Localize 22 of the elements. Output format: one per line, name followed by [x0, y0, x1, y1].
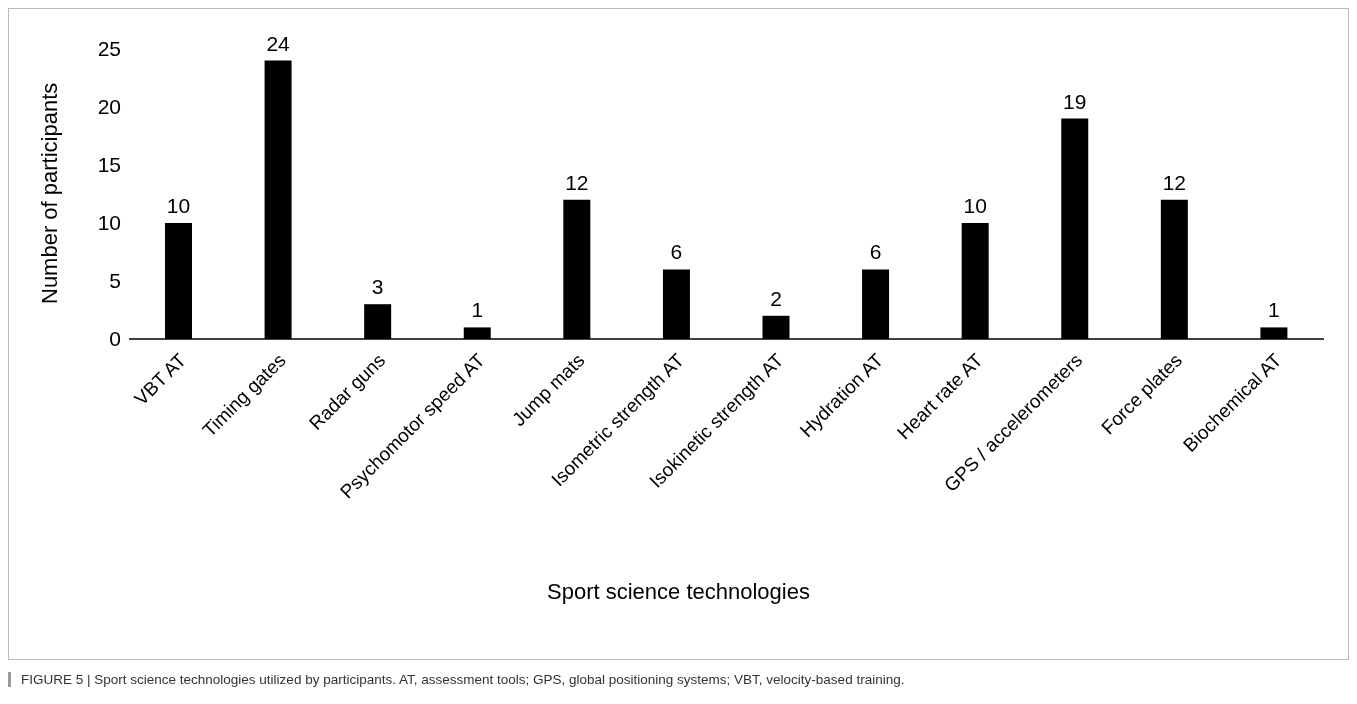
data-label: 6 — [869, 240, 882, 264]
x-tick-label: VBT AT — [130, 349, 191, 410]
data-label: 10 — [166, 194, 191, 217]
data-label: 12 — [565, 170, 589, 194]
data-label: 19 — [1063, 89, 1087, 113]
data-label: 2 — [770, 286, 782, 310]
y-tick-label: 15 — [97, 153, 121, 177]
data-label: 3 — [371, 275, 384, 299]
data-label: 12 — [1162, 170, 1187, 194]
data-label: 1 — [471, 298, 484, 322]
x-axis-title: Sport science technologies — [546, 579, 811, 605]
y-axis-title: Number of participants — [36, 82, 62, 304]
data-label: 1 — [1268, 298, 1280, 322]
y-tick-label: 0 — [109, 327, 121, 351]
data-label: 24 — [266, 31, 291, 55]
data-label: 10 — [963, 194, 987, 217]
data-label: 6 — [670, 240, 683, 264]
caption: FIGURE 5 | Sport science technologies utilized by participants. AT, assessment tools; GPS, global positioning systems; VBT, velocity-based training. — [8, 672, 1349, 687]
y-tick-label: 20 — [97, 95, 121, 119]
y-tick-label: 10 — [97, 211, 121, 235]
y-tick-label: 5 — [109, 269, 121, 293]
y-tick-label: 25 — [97, 37, 121, 61]
